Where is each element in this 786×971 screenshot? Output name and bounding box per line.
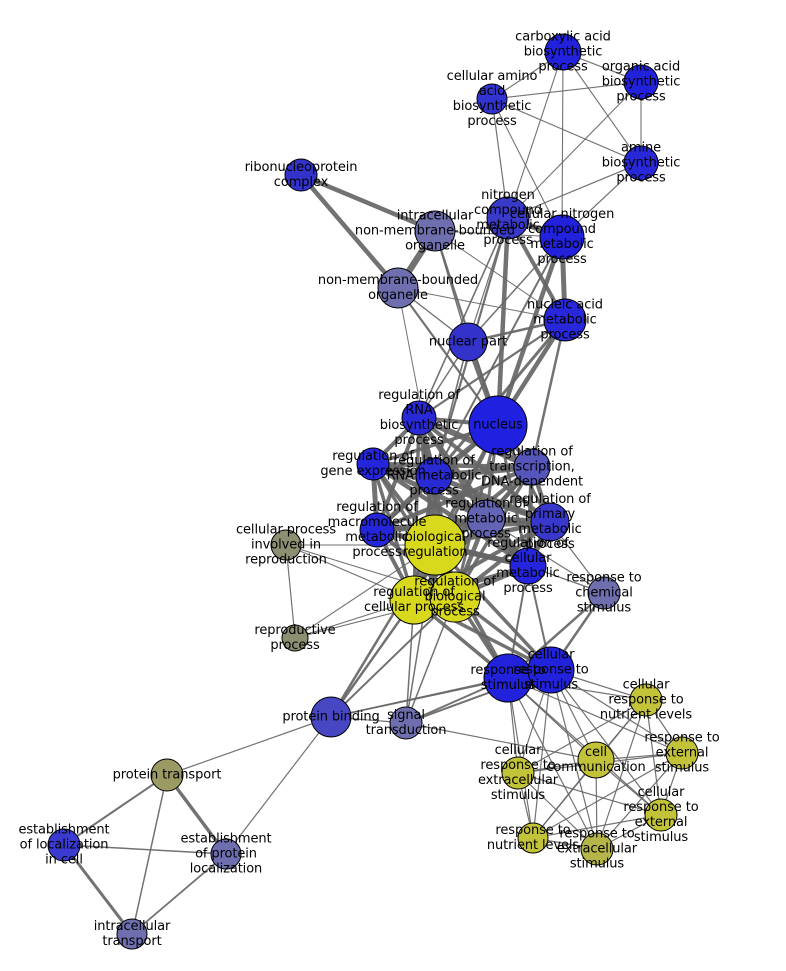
graph-edge: [517, 772, 598, 850]
graph-node[interactable]: [356, 447, 390, 481]
graph-edge: [374, 464, 535, 533]
graph-node[interactable]: [210, 838, 242, 870]
graph-node[interactable]: [544, 33, 582, 71]
graph-node[interactable]: [623, 64, 659, 100]
graph-node[interactable]: [389, 706, 423, 740]
graph-edge: [329, 543, 437, 719]
graph-edge: [434, 230, 566, 321]
graph-node[interactable]: [476, 83, 508, 115]
graph-edge: [417, 318, 567, 420]
graph-edge: [412, 416, 421, 602]
graph-edge: [532, 814, 662, 839]
graph-edge: [550, 669, 683, 754]
graph-edge: [298, 172, 438, 234]
graph-edge: [467, 236, 563, 343]
graph-edge: [298, 172, 401, 291]
graph-node[interactable]: [543, 298, 587, 342]
graph-node[interactable]: [359, 512, 395, 548]
graph-edge: [507, 81, 642, 219]
graph-node[interactable]: [429, 571, 481, 623]
graph-edge: [370, 461, 553, 525]
graph-edge: [491, 81, 642, 100]
graph-edge: [550, 669, 662, 816]
graph-node[interactable]: [47, 828, 81, 862]
graph-edge: [370, 461, 535, 470]
graph-edge: [507, 677, 598, 850]
graph-node[interactable]: [448, 322, 488, 362]
graph-node[interactable]: [509, 547, 547, 585]
graph-edge: [330, 596, 456, 718]
graph-edge: [62, 843, 134, 936]
graph-edge: [507, 162, 642, 219]
graph-node[interactable]: [665, 736, 699, 770]
graph-edge: [507, 51, 564, 219]
graph-node[interactable]: [486, 196, 530, 240]
graph-node[interactable]: [629, 683, 663, 717]
graph-node[interactable]: [517, 822, 549, 854]
graph-node[interactable]: [401, 400, 437, 436]
graph-edge: [63, 844, 227, 855]
graph-edge: [562, 51, 642, 164]
graph-edge: [596, 752, 683, 850]
graph-node[interactable]: [501, 756, 535, 790]
graph-node[interactable]: [587, 576, 621, 610]
graph-edge: [517, 772, 662, 816]
graph-edge: [645, 699, 662, 816]
graph-node[interactable]: [468, 395, 528, 455]
graph-node[interactable]: [116, 918, 148, 950]
graph-edge: [530, 318, 567, 469]
graph-edge: [495, 215, 511, 428]
graph-edge: [532, 752, 683, 839]
graph-node[interactable]: [377, 267, 419, 309]
graph-edge: [285, 544, 296, 639]
graph-node[interactable]: [415, 457, 453, 495]
graph-edge: [596, 699, 647, 850]
graph-node[interactable]: [150, 758, 184, 792]
graph-edge: [550, 669, 598, 850]
graph-node[interactable]: [284, 158, 318, 192]
graph-edge: [561, 51, 564, 238]
graph-node[interactable]: [310, 696, 352, 738]
graph-node[interactable]: [483, 653, 533, 703]
graph-edge: [491, 98, 563, 238]
graph-edge: [131, 774, 168, 935]
graph-node[interactable]: [466, 499, 506, 539]
graph-edge: [63, 774, 168, 846]
graph-edge: [166, 716, 332, 776]
graph-edge: [491, 98, 642, 164]
graph-node[interactable]: [404, 514, 466, 576]
node-layer: [47, 33, 699, 950]
graph-node[interactable]: [281, 624, 309, 652]
graph-edge: [507, 677, 683, 754]
graph-node[interactable]: [513, 448, 551, 486]
graph-edge: [485, 518, 605, 594]
graph-node[interactable]: [623, 145, 659, 181]
graph-node[interactable]: [577, 741, 615, 779]
edge-layer: [62, 51, 683, 936]
graph-node[interactable]: [644, 798, 678, 832]
graph-edge: [532, 669, 552, 839]
graph-node[interactable]: [580, 832, 614, 866]
graph-node[interactable]: [414, 210, 456, 252]
graph-edge: [433, 341, 469, 477]
graph-node[interactable]: [530, 502, 570, 542]
graph-edge: [517, 699, 647, 774]
graph-edge: [397, 287, 566, 321]
graph-edge: [131, 853, 227, 935]
graph-node[interactable]: [539, 214, 585, 260]
graph-node[interactable]: [270, 529, 302, 561]
graph-node[interactable]: [527, 646, 575, 694]
graph-edge: [495, 234, 565, 428]
graph-edge: [225, 716, 332, 855]
graph-edge: [405, 722, 597, 761]
